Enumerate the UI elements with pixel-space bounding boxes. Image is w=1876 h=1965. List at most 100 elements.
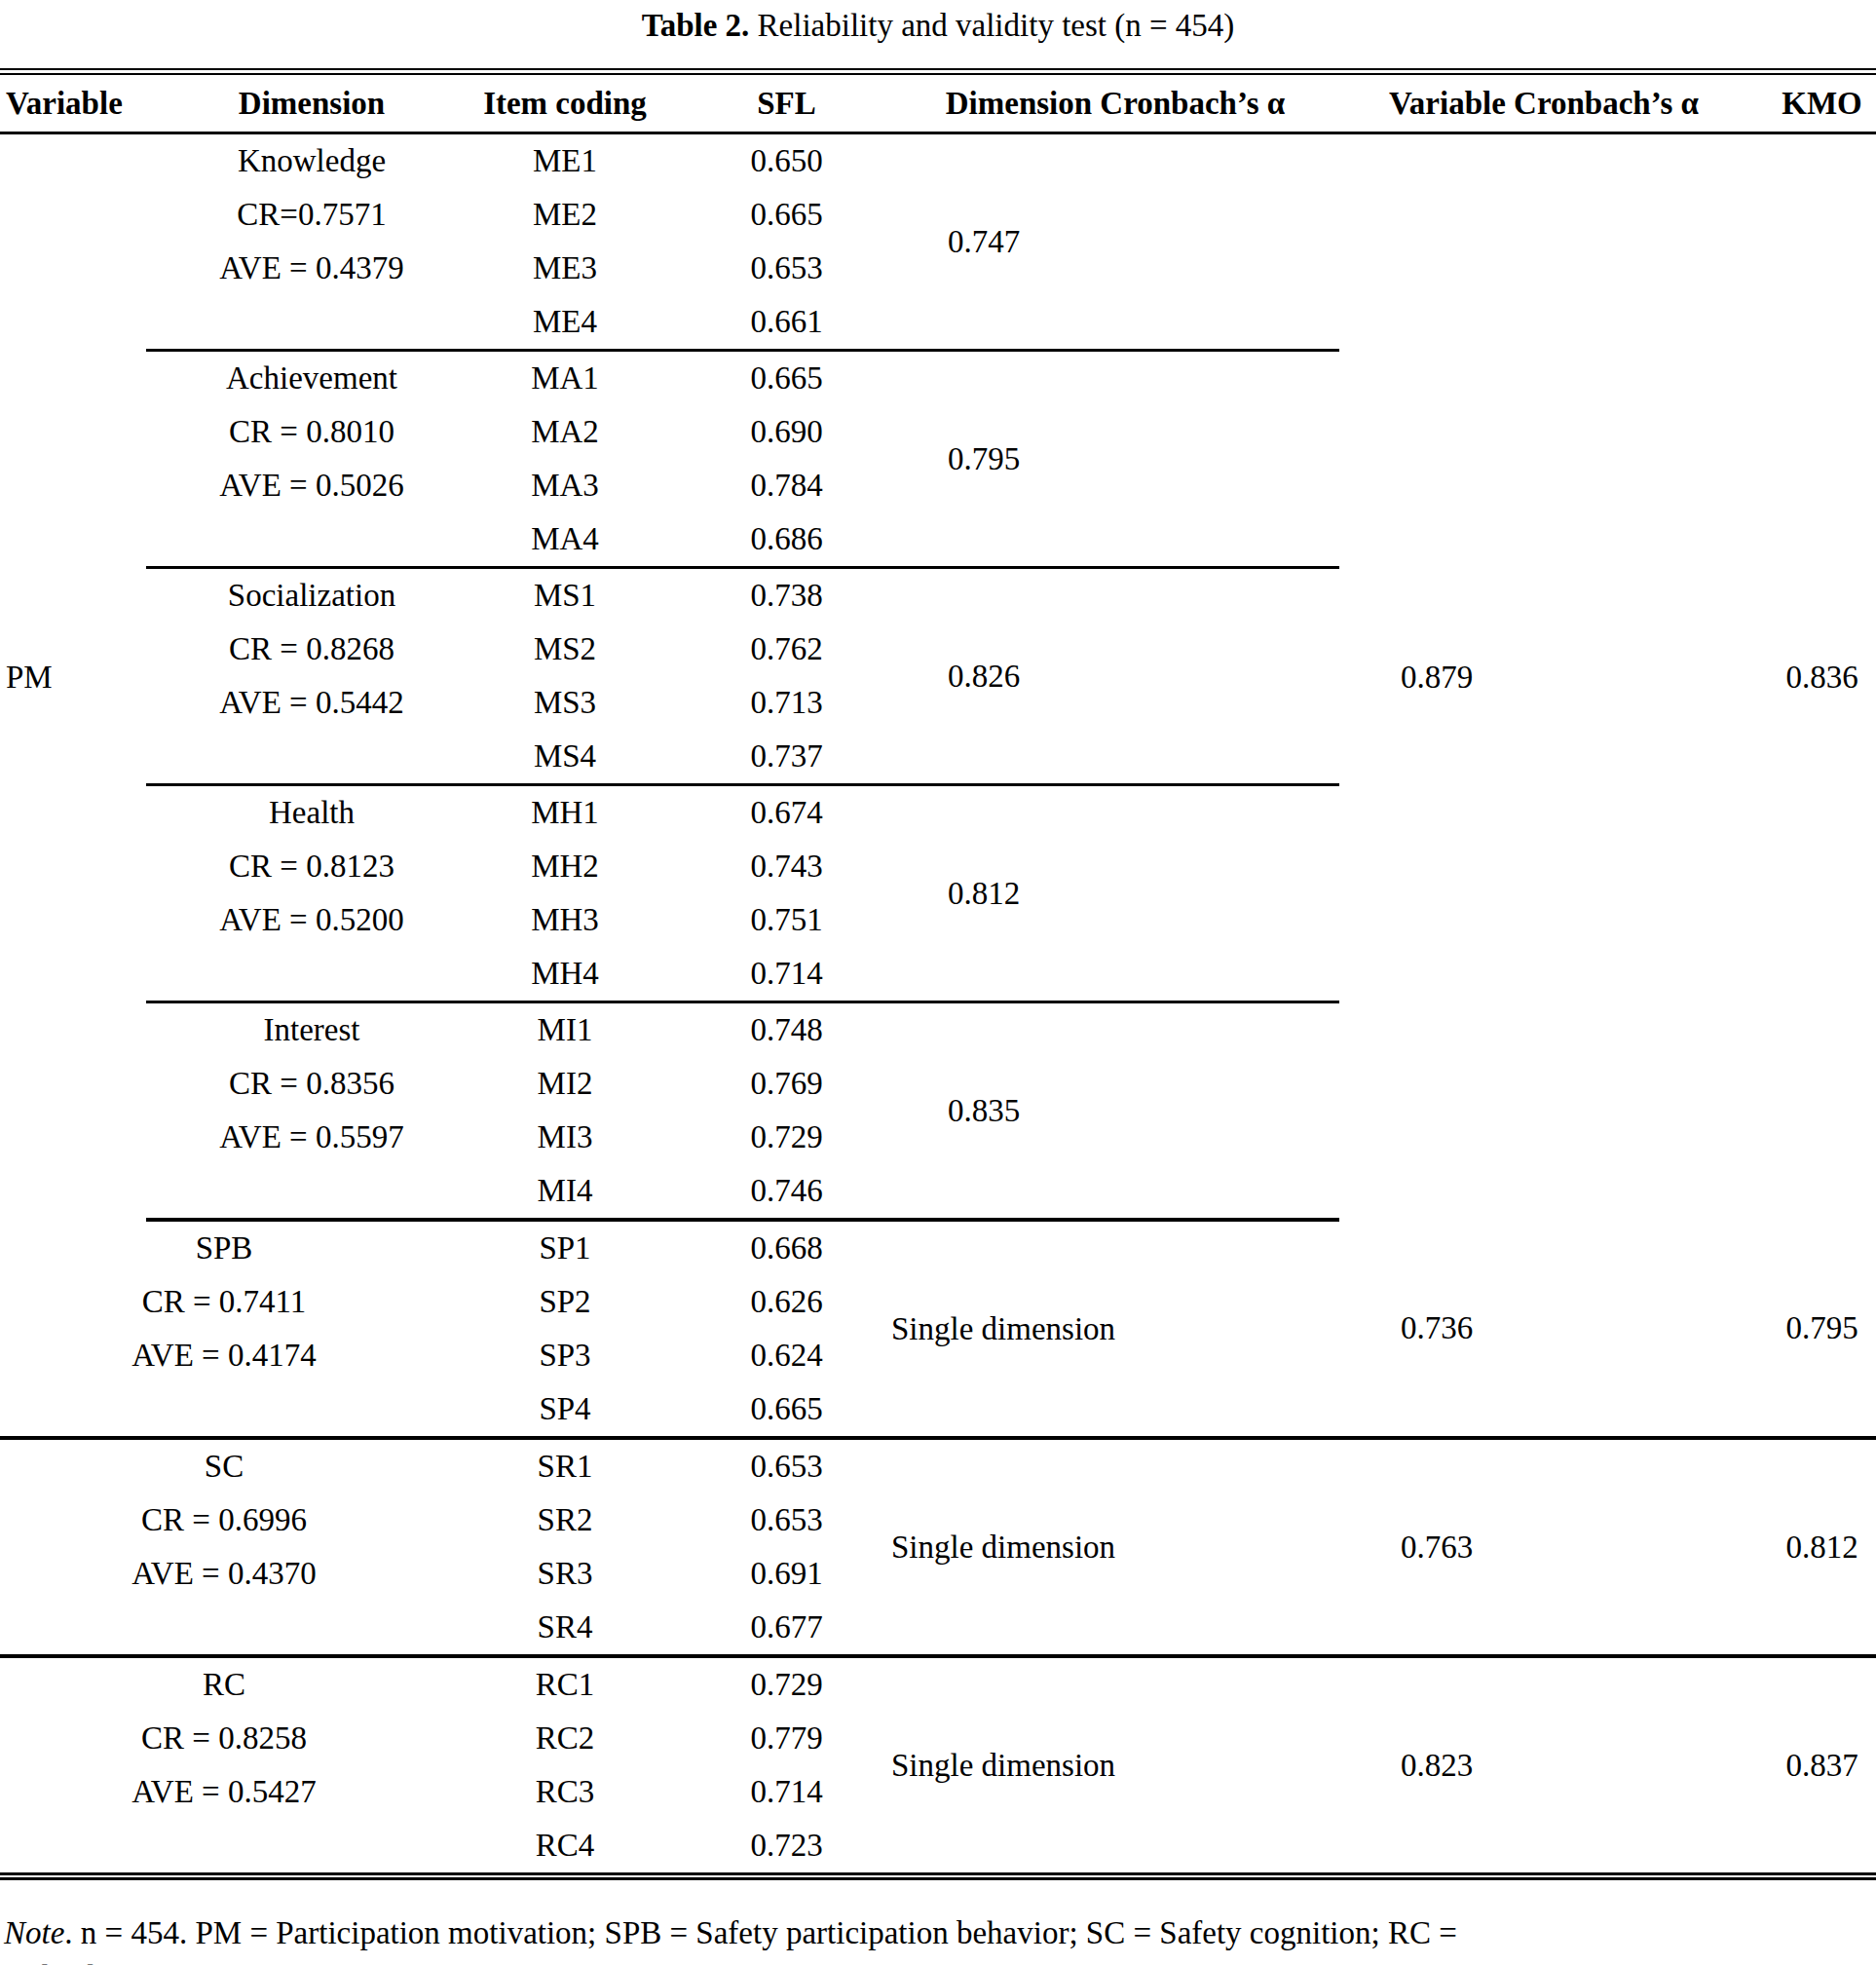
column-header-dimension: Dimension [146,72,448,133]
dimension-cr: CR=0.7571 [175,188,448,242]
item-code-cell: MS1 [448,568,682,624]
item-code-cell: ME2 [448,188,682,242]
sfl-cell: 0.743 [682,840,891,893]
variable-cr: CR = 0.7411 [0,1275,448,1329]
header-row: Variable Dimension Item coding SFL Dimen… [0,72,1876,133]
item-code-cell: SP1 [448,1220,682,1275]
footnote-note-label: Note [4,1915,64,1950]
kmo-cell: 0.836 [1748,133,1876,1221]
page-title: Table 2. Reliability and validity test (… [0,6,1876,45]
dimension-ave: AVE = 0.5200 [175,893,448,947]
dimension-cr: CR = 0.8123 [175,840,448,893]
variable-alpha-cell: 0.736 [1339,1220,1748,1438]
item-code-cell: MS3 [448,676,682,730]
sfl-cell: 0.714 [682,947,891,1002]
item-code-cell: MI4 [448,1164,682,1220]
item-code-cell: SP4 [448,1382,682,1438]
kmo-cell: 0.837 [1748,1656,1876,1876]
item-code-cell: ME1 [448,133,682,189]
dimension-cell: Achievement CR = 0.8010 AVE = 0.5026 [146,351,448,568]
sfl-cell: 0.691 [682,1547,891,1601]
reliability-validity-table: Variable Dimension Item coding SFL Dimen… [0,68,1876,1880]
variable-alpha-cell: 0.763 [1339,1438,1748,1656]
sfl-cell: 0.737 [682,730,891,785]
item-code-cell: RC1 [448,1656,682,1712]
sfl-cell: 0.713 [682,676,891,730]
item-code-cell: MH2 [448,840,682,893]
dimension-cr: CR = 0.8356 [175,1057,448,1111]
item-code-cell: SR3 [448,1547,682,1601]
dimension-alpha-cell: 0.747 [891,133,1339,351]
dimension-alpha-cell: Single dimension [891,1220,1339,1438]
dimension-cr: CR = 0.8268 [175,623,448,676]
table-row: SC CR = 0.6996 AVE = 0.4370 SR1 0.653 Si… [0,1438,1876,1493]
item-code-cell: MA2 [448,405,682,459]
dimension-alpha-cell: Single dimension [891,1438,1339,1656]
dimension-cell: Health CR = 0.8123 AVE = 0.5200 [146,785,448,1002]
dimension-ave: AVE = 0.4379 [175,242,448,295]
sfl-cell: 0.769 [682,1057,891,1111]
variable-name: RC [0,1658,448,1712]
table-title-text: Reliability and validity test (n = 454) [749,8,1234,43]
page: Table 2. Reliability and validity test (… [0,6,1876,1965]
item-code-cell: SP3 [448,1329,682,1382]
item-code-cell: MI3 [448,1111,682,1164]
variable-ave: AVE = 0.5427 [0,1765,448,1819]
table-row: PM Knowledge CR=0.7571 AVE = 0.4379 ME1 … [0,133,1876,189]
dimension-alpha-cell: Single dimension [891,1656,1339,1876]
item-code-cell: MA3 [448,459,682,512]
sfl-cell: 0.723 [682,1819,891,1876]
dimension-alpha-cell: 0.835 [891,1002,1339,1221]
dimension-ave: AVE = 0.5442 [175,676,448,730]
item-code-cell: SR1 [448,1438,682,1493]
sfl-cell: 0.748 [682,1002,891,1058]
sfl-cell: 0.729 [682,1656,891,1712]
dimension-name: Interest [175,1003,448,1057]
kmo-cell: 0.795 [1748,1220,1876,1438]
sfl-cell: 0.665 [682,1382,891,1438]
sfl-cell: 0.674 [682,785,891,841]
sfl-cell: 0.714 [682,1765,891,1819]
item-code-cell: ME4 [448,295,682,351]
sfl-cell: 0.626 [682,1275,891,1329]
table-number-label: Table 2. [642,8,750,43]
column-header-item-coding: Item coding [448,72,682,133]
dimension-alpha-cell: 0.826 [891,568,1339,785]
item-code-cell: RC2 [448,1712,682,1765]
sfl-cell: 0.738 [682,568,891,624]
kmo-cell: 0.812 [1748,1438,1876,1656]
column-header-sfl: SFL [682,72,891,133]
column-header-variable: Variable [0,72,146,133]
sfl-cell: 0.665 [682,351,891,406]
sfl-cell: 0.746 [682,1164,891,1220]
item-code-cell: MH1 [448,785,682,841]
dimension-cr: CR = 0.8010 [175,405,448,459]
item-code-cell: MS2 [448,623,682,676]
sfl-cell: 0.729 [682,1111,891,1164]
item-code-cell: RC3 [448,1765,682,1819]
item-code-cell: RC4 [448,1819,682,1876]
item-code-cell: ME3 [448,242,682,295]
item-code-cell: MA1 [448,351,682,406]
item-code-cell: SP2 [448,1275,682,1329]
sfl-cell: 0.665 [682,188,891,242]
sfl-cell: 0.686 [682,512,891,568]
footnote-line-2: Role clarity. [4,1955,1876,1965]
variable-name: SC [0,1440,448,1493]
dimension-cell: Socialization CR = 0.8268 AVE = 0.5442 [146,568,448,785]
variable-alpha-cell: 0.823 [1339,1656,1748,1876]
sfl-cell: 0.751 [682,893,891,947]
item-code-cell: SR2 [448,1493,682,1547]
footnote-line-1: Note. n = 454. PM = Participation motiva… [4,1911,1876,1955]
variable-ave: AVE = 0.4370 [0,1547,448,1601]
sfl-cell: 0.653 [682,1438,891,1493]
column-header-variable-alpha: Variable Cronbach’s α [1339,72,1748,133]
footnote-text: . n = 454. PM = Participation motivation… [64,1915,1456,1950]
dimension-name: Health [175,786,448,840]
column-header-kmo: KMO [1748,72,1876,133]
dimension-name: Knowledge [175,134,448,188]
item-code-cell: MS4 [448,730,682,785]
variable-cr: CR = 0.8258 [0,1712,448,1765]
table-row: SPB CR = 0.7411 AVE = 0.4174 SP1 0.668 S… [0,1220,1876,1275]
item-code-cell: MA4 [448,512,682,568]
